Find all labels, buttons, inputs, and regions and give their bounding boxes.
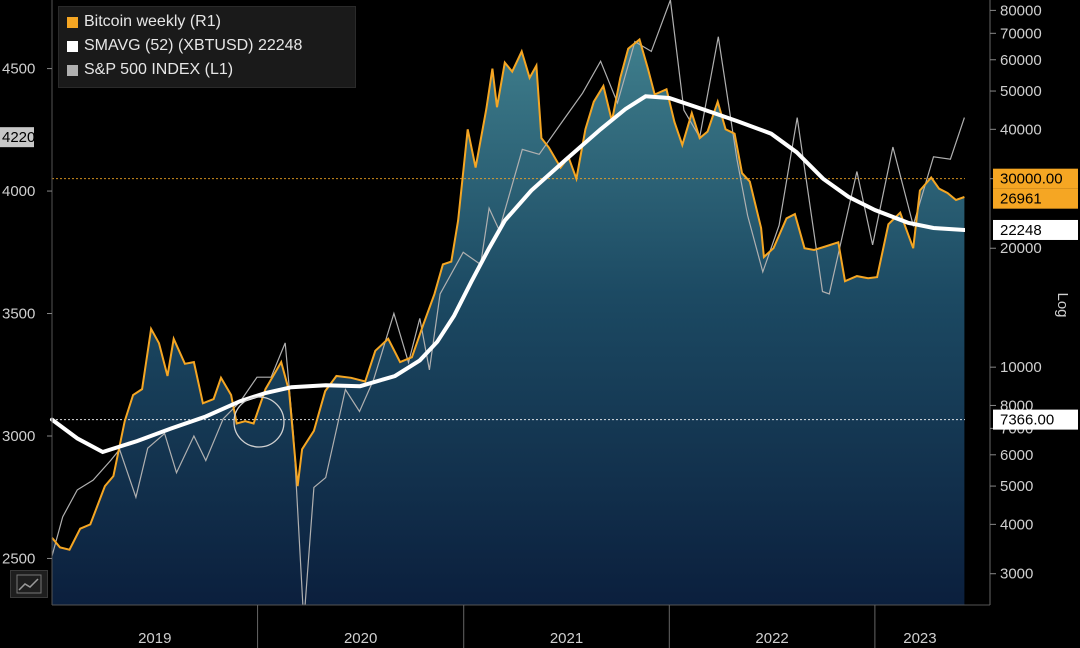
left-value-tag-label: 4220: [2, 129, 35, 146]
sp500-line: [51, 0, 965, 605]
bitcoin-area-fill: [52, 39, 965, 605]
legend-entry-sp500[interactable]: S&P 500 INDEX (L1): [67, 61, 233, 79]
right-value-tag-label: 22248: [1000, 222, 1042, 239]
left-tick-label: 3000: [2, 428, 35, 445]
left-tick-label: 4000: [2, 183, 35, 200]
right-tick-label: 4000: [1000, 516, 1033, 533]
right-tick-label: 20000: [1000, 240, 1042, 257]
highlight-circle: [233, 396, 285, 448]
x-tick-label: 2019: [138, 630, 171, 647]
left-tick-label: 4500: [2, 61, 35, 78]
right-tick-label: 60000: [1000, 52, 1042, 69]
right-tick-label: 70000: [1000, 25, 1042, 42]
right-value-tag: [993, 188, 1078, 209]
x-tick-label: 2022: [755, 630, 788, 647]
line-chart-icon: [16, 574, 42, 594]
right-tick-label: 6000: [1000, 447, 1033, 464]
left-value-tag: [0, 127, 34, 148]
sp500-swatch-icon: [67, 64, 78, 76]
right-tick-label: 50000: [1000, 83, 1042, 100]
right-value-tag: [993, 409, 1078, 430]
sma52-line: [50, 94, 965, 455]
right-value-tag-label: 26961: [1000, 191, 1042, 208]
legend-label: S&P 500 INDEX (L1): [84, 61, 234, 78]
right-value-tag: [993, 168, 1078, 189]
right-tick-label: 80000: [1000, 2, 1042, 19]
chart-type-button[interactable]: [10, 570, 48, 598]
x-tick-label: 2021: [550, 630, 583, 647]
bitcoin-swatch-icon: [67, 16, 78, 28]
right-value-tag-label: 30000.00: [1000, 171, 1063, 188]
value-tags: 30000.00 26961 22248 7366.00: [993, 168, 1078, 430]
x-axis: 2019 2020 2021 2022 2023: [52, 604, 990, 648]
legend-label: SMAVG (52) (XBTUSD) 22248: [84, 37, 303, 54]
right-value-tag-label: 7366.00: [1000, 412, 1054, 429]
x-tick-label: 2023: [903, 630, 936, 647]
legend-entry-bitcoin[interactable]: Bitcoin weekly (R1): [67, 13, 221, 31]
legend-label: Bitcoin weekly (R1): [84, 13, 221, 30]
reference-lines: [52, 178, 965, 421]
right-value-tag: [993, 219, 1078, 240]
right-tick-label: 40000: [1000, 121, 1042, 138]
left-axis: 2500 3000 3500 4000 4500 4220: [0, 0, 53, 605]
sma-swatch-icon: [67, 40, 78, 52]
plot-area: [50, 0, 965, 605]
left-tick-label: 2500: [2, 550, 35, 567]
right-tick-label: 3000: [1000, 566, 1033, 583]
right-tick-label: 5000: [1000, 478, 1033, 495]
log-axis-label: Log: [1054, 292, 1071, 317]
right-tick-label: 10000: [1000, 359, 1042, 376]
right-axis: 8000070000600005000040000300002000010000…: [989, 0, 1042, 605]
bitcoin-line: [51, 37, 965, 551]
legend: Bitcoin weekly (R1) SMAVG (52) (XBTUSD) …: [58, 6, 356, 88]
left-tick-label: 3500: [2, 306, 35, 323]
x-tick-label: 2020: [344, 630, 377, 647]
legend-entry-sma[interactable]: SMAVG (52) (XBTUSD) 22248: [67, 37, 302, 55]
